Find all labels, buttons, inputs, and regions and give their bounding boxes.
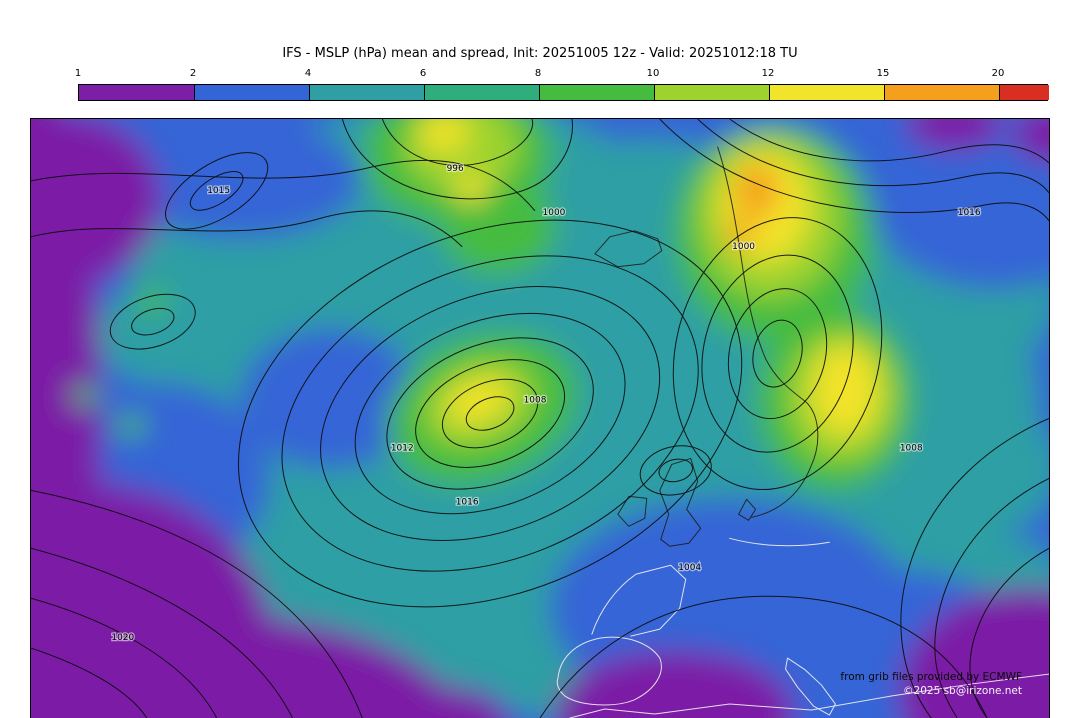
isobar-label: 996: [447, 164, 464, 174]
map-canvas: 1015 996 1000 1008 1012 1016 1004 1000 1008 1020 1…: [31, 119, 1049, 718]
isobar-contours: [31, 119, 1049, 718]
colorbar-ticks: 1 2 4 6 8 10 12 15 20: [74, 68, 1048, 81]
northwest-high-contours: [165, 152, 269, 230]
iberia-coastline: [556, 636, 662, 706]
colorbar-segment: [884, 85, 999, 100]
isobar-label: 1008: [900, 443, 923, 453]
isobar-label: 1020: [111, 633, 134, 643]
colorbar-tick-label: 4: [304, 68, 312, 79]
colorbar-segment: [194, 85, 309, 100]
isobar-label: 1012: [391, 443, 414, 453]
uk-low-contours: [639, 445, 712, 496]
west-high-contours: [109, 293, 196, 350]
colorbar-tick-label: 12: [761, 68, 775, 79]
isobar-label: 1016: [958, 208, 981, 218]
weather-map: 1015 996 1000 1008 1012 1016 1004 1000 1008 1020 1…: [30, 118, 1050, 718]
isobar-label: 1015: [207, 186, 230, 196]
scandinavia-low-contours: [672, 217, 883, 491]
isobar-label: 1008: [524, 396, 547, 406]
coastlines: [556, 146, 1049, 718]
colorbar-tick-label: 10: [646, 68, 660, 79]
colorbar-segment: [79, 85, 194, 100]
isobar-label: 1004: [678, 563, 701, 573]
spread-shading-field: [31, 119, 1049, 718]
attribution-copyright: ©2025 sb@irizone.net: [903, 685, 1022, 697]
colorbar-segment: [999, 85, 1049, 100]
colorbar-tick-label: 1: [74, 68, 82, 79]
mediterranean-coastline: [569, 673, 1049, 718]
colorbar-tick-label: 20: [991, 68, 1005, 79]
colorbar-segment: [539, 85, 654, 100]
chart-title: IFS - MSLP (hPa) mean and spread, Init: …: [282, 46, 798, 61]
france-coastline: [591, 564, 687, 637]
colorbar-segments: [79, 85, 1049, 100]
isobar-labels: 1015 996 1000 1008 1012 1016 1004 1000 1008 1020 1…: [110, 163, 982, 645]
iceland-coastline: [594, 230, 663, 268]
colorbar-tick-label: 8: [534, 68, 542, 79]
colorbar-segment: [424, 85, 539, 100]
italy-coastline: [785, 657, 836, 716]
attribution-source: from grib files provided by ECMWF: [840, 671, 1022, 683]
great-britain-coastline: [659, 457, 702, 547]
atlantic-low-contours: [237, 219, 743, 608]
colorbar-segment: [309, 85, 424, 100]
colorbar-tick-label: 15: [876, 68, 890, 79]
isobar-label: 1000: [543, 208, 566, 218]
spread-purple-region: [31, 119, 1049, 718]
colorbar-segment: [654, 85, 769, 100]
isobar-label: 1016: [456, 497, 479, 507]
colorbar-tick-label: 6: [419, 68, 427, 79]
spread-orange-region: [727, 163, 779, 250]
colorbar-tick-label: 2: [189, 68, 197, 79]
colorbar-segment: [769, 85, 884, 100]
colorbar: [78, 84, 1049, 101]
europe-border-line: [729, 537, 830, 547]
isobar-label: 1000: [732, 242, 755, 252]
scandinavia-coastline: [717, 146, 819, 518]
denmark-coastline: [738, 498, 757, 521]
